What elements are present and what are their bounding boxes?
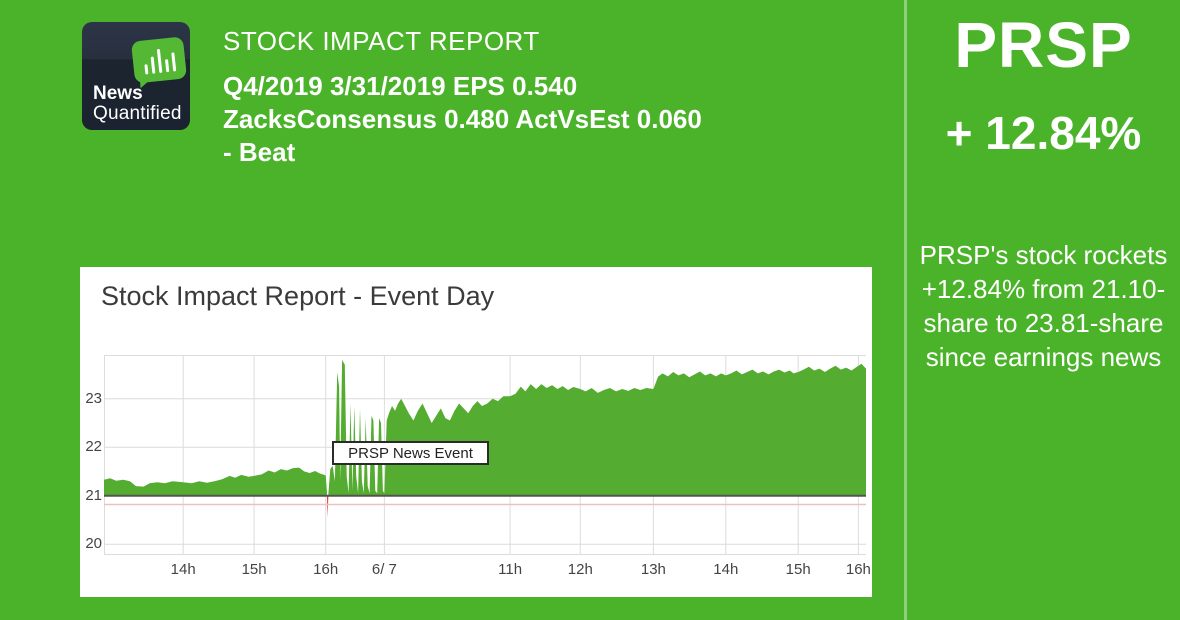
news-event-annotation: PRSP News Event <box>332 441 489 465</box>
x-axis-label: 14h <box>713 561 739 578</box>
logo-text: News Quantified <box>93 84 182 124</box>
summary-line3: - Beat <box>223 137 296 167</box>
ticker-sidebar: PRSP + 12.84% PRSP's stock rockets +12.8… <box>907 0 1180 620</box>
x-axis-label: 6/ 7 <box>371 561 397 578</box>
y-axis-label: 23 <box>85 389 102 407</box>
logo-line2: Quantified <box>93 103 182 125</box>
x-axis-label: 12h <box>567 561 593 578</box>
x-axis-label: 11h <box>498 561 523 578</box>
y-axis-label: 20 <box>85 535 102 553</box>
x-axis-label: 14h <box>170 561 196 578</box>
x-axis-label: 15h <box>241 561 267 578</box>
x-axis-label: 16h <box>845 561 871 578</box>
chart-panel: Stock Impact Report - Event Day PRSP New… <box>80 267 872 597</box>
summary-line2: ZacksConsensus 0.480 ActVsEst 0.060 <box>223 104 702 134</box>
x-axis-label: 13h <box>640 561 666 578</box>
y-axis-label: 21 <box>85 486 102 504</box>
sidebar-divider <box>904 0 907 620</box>
report-label: STOCK IMPACT REPORT <box>223 26 540 56</box>
x-axis-label: 15h <box>785 561 811 578</box>
y-axis-label: 22 <box>85 438 102 456</box>
percent-change: + 12.84% <box>945 107 1142 159</box>
news-quantified-logo: News Quantified <box>82 22 190 130</box>
price-chart-plot: PRSP News Event 20 21 22 23 14h 15h 16h 6/ 7 11h… <box>85 355 871 578</box>
price-area-chart <box>104 355 866 555</box>
logo-line1: News <box>93 83 143 105</box>
summary-line1: Q4/2019 3/31/2019 EPS 0.540 <box>223 71 578 101</box>
x-axis-label: 16h <box>313 561 339 578</box>
chart-title: Stock Impact Report - Event Day <box>101 281 495 311</box>
stock-move-description: PRSP's stock rockets +12.84% from 21.10-… <box>919 240 1168 372</box>
ticker-symbol: PRSP <box>954 9 1133 81</box>
report-summary: Q4/2019 3/31/2019 EPS 0.540 ZacksConsens… <box>223 70 893 169</box>
